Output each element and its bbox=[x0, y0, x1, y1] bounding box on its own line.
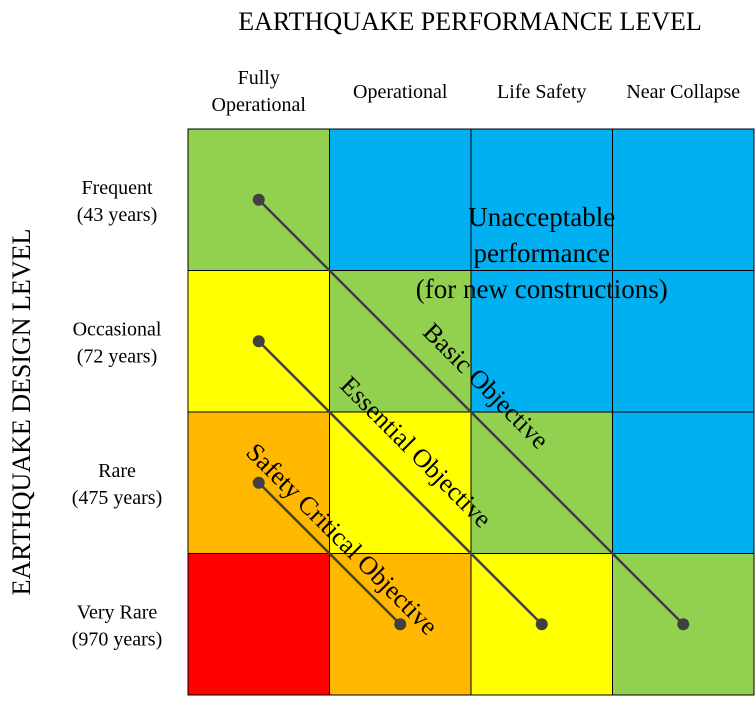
column-header-label: Life Safety bbox=[497, 81, 586, 103]
row-header-name: Frequent bbox=[81, 177, 153, 199]
row-header-name: Occasional bbox=[73, 318, 162, 340]
objective-end-dot bbox=[394, 618, 407, 631]
column-header-label: Fully bbox=[238, 67, 280, 89]
matrix-cell-blue bbox=[470, 128, 613, 271]
unacceptable-label-line: performance bbox=[474, 238, 610, 268]
unacceptable-label-line: Unacceptable bbox=[468, 202, 615, 232]
design-level-title: EARTHQUAKE DESIGN LEVEL bbox=[7, 229, 36, 596]
column-headers: Fully Operational Operational Life Safety Ne… bbox=[212, 67, 741, 116]
objective-line bbox=[257, 481, 402, 626]
row-header-name: Rare bbox=[98, 460, 136, 482]
unacceptable-label-line: (for new constructions) bbox=[416, 274, 668, 304]
matrix-cell-blue bbox=[612, 128, 755, 271]
row-header-period: (970 years) bbox=[72, 628, 163, 650]
row-headers: Frequent (43 years) Occasional (72 years) Ra… bbox=[72, 177, 163, 651]
objective-line bbox=[257, 198, 685, 626]
objective-line bbox=[257, 340, 543, 626]
matrix-cell-red bbox=[187, 553, 330, 696]
column-header-label: Operational bbox=[353, 81, 448, 103]
matrix-cell-blue bbox=[612, 411, 755, 554]
objective-start-dot bbox=[252, 193, 265, 206]
objective-end-dot bbox=[677, 618, 690, 631]
objective-end-dot bbox=[535, 618, 548, 631]
performance-level-title: EARTHQUAKE PERFORMANCE LEVEL bbox=[238, 7, 702, 36]
matrix-cell-blue bbox=[329, 128, 472, 271]
unacceptable-performance-label: Unacceptable performance (for new construc… bbox=[416, 202, 668, 304]
row-header-period: (72 years) bbox=[77, 345, 158, 367]
column-header-label: Near Collapse bbox=[626, 81, 740, 103]
row-header-period: (475 years) bbox=[72, 487, 163, 509]
objective-start-dot bbox=[252, 476, 265, 489]
row-header-period: (43 years) bbox=[77, 204, 158, 226]
column-header-label: Operational bbox=[212, 94, 307, 116]
objective-start-dot bbox=[252, 335, 265, 348]
row-header-name: Very Rare bbox=[77, 601, 158, 623]
matrix-cell-blue bbox=[612, 270, 755, 413]
